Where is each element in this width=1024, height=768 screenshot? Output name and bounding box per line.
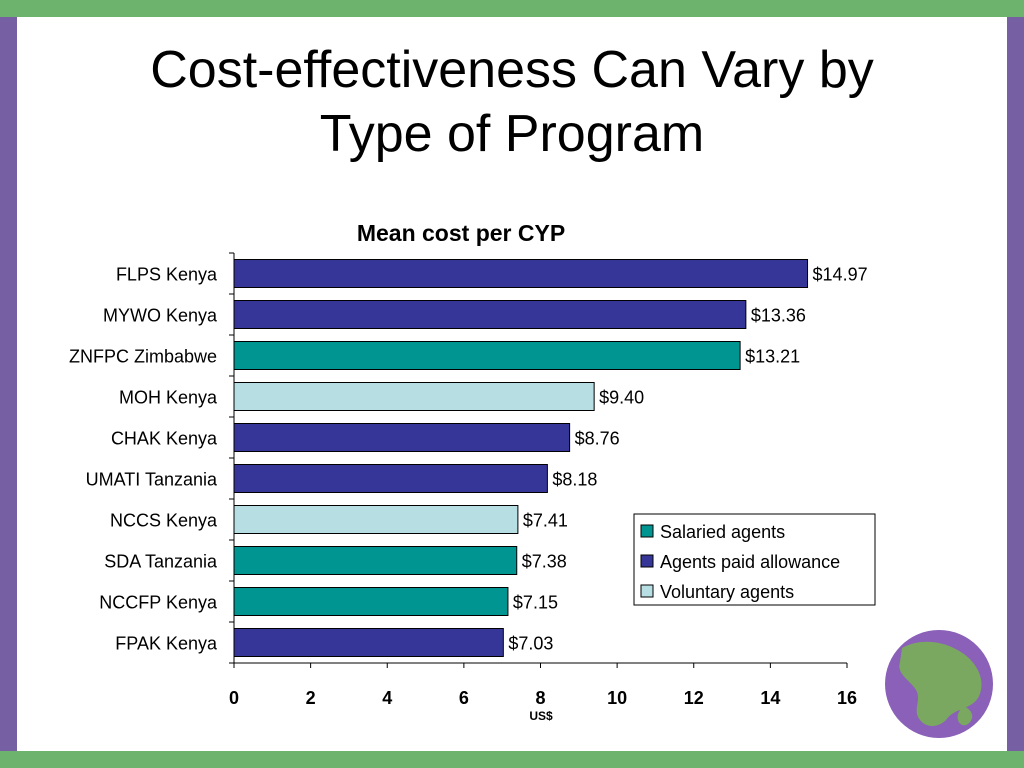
bar-value-label: $9.40 (599, 388, 644, 408)
x-tick-label: 12 (684, 688, 704, 708)
bar-value-label: $7.15 (513, 593, 558, 613)
legend-swatch (640, 584, 654, 598)
bottom-green-band (0, 751, 1024, 768)
right-purple-band (1007, 17, 1024, 751)
bar-value-label: $13.21 (745, 347, 800, 367)
axes: 0 2 4 6 8 10 12 14 16 (229, 252, 857, 708)
bar (233, 628, 504, 657)
legend-box (633, 513, 876, 606)
bar-value-label: $14.97 (813, 265, 868, 285)
x-tick-label: 0 (229, 688, 239, 708)
slide-title-line-1: Cost-effectiveness Can Vary by (150, 41, 874, 99)
category-label: MYWO Kenya (103, 306, 218, 326)
x-tick-label: 14 (760, 688, 780, 708)
category-label: NCCS Kenya (110, 511, 218, 531)
x-tick-label: 6 (459, 688, 469, 708)
bar-value-label: $8.76 (575, 429, 620, 449)
legend-swatch (640, 524, 654, 538)
legend-label: Voluntary agents (660, 582, 794, 602)
bar (233, 259, 809, 288)
category-label: FLPS Kenya (116, 265, 218, 285)
category-label: SDA Tanzania (104, 552, 218, 572)
left-purple-band (0, 17, 17, 751)
slide-title: Cost-effectiveness Can Vary by Type of P… (60, 38, 964, 166)
globe-icon (885, 630, 993, 738)
legend-label: Salaried agents (660, 522, 785, 542)
bars-layer: $14.97 FLPS Kenya $13.36 MYWO Kenya $13.21 ZN… (69, 259, 868, 657)
slide-title-line-2: Type of Program (319, 105, 705, 163)
x-tick-label: 8 (535, 688, 545, 708)
x-tick-label: 16 (837, 688, 857, 708)
bar (233, 464, 548, 493)
x-tick-label: 4 (382, 688, 392, 708)
x-tick-label: 10 (607, 688, 627, 708)
category-label: NCCFP Kenya (99, 593, 218, 613)
bar (233, 300, 747, 329)
bar (233, 341, 741, 370)
category-label: ZNFPC Zimbabwe (69, 347, 217, 367)
bar (233, 382, 595, 411)
bar-value-label: $7.03 (508, 634, 553, 654)
bar (233, 546, 518, 575)
bar (233, 505, 519, 534)
category-label: MOH Kenya (119, 388, 218, 408)
chart-title: Mean cost per CYP (357, 220, 565, 246)
bar (233, 423, 571, 452)
x-axis-label: US$ (529, 709, 553, 723)
bar-value-label: $8.18 (552, 470, 597, 490)
x-tick-label: 2 (306, 688, 316, 708)
bar-value-label: $7.41 (523, 511, 568, 531)
bar-value-label: $7.38 (522, 552, 567, 572)
legend-swatch (640, 554, 654, 568)
bar (233, 587, 509, 616)
category-label: CHAK Kenya (111, 429, 218, 449)
bar-value-label: $13.36 (751, 306, 806, 326)
category-label: FPAK Kenya (115, 634, 218, 654)
top-green-band (0, 0, 1024, 17)
legend-label: Agents paid allowance (660, 552, 840, 572)
category-label: UMATI Tanzania (86, 470, 218, 490)
legend: Salaried agents Agents paid allowance Volu… (633, 513, 876, 606)
